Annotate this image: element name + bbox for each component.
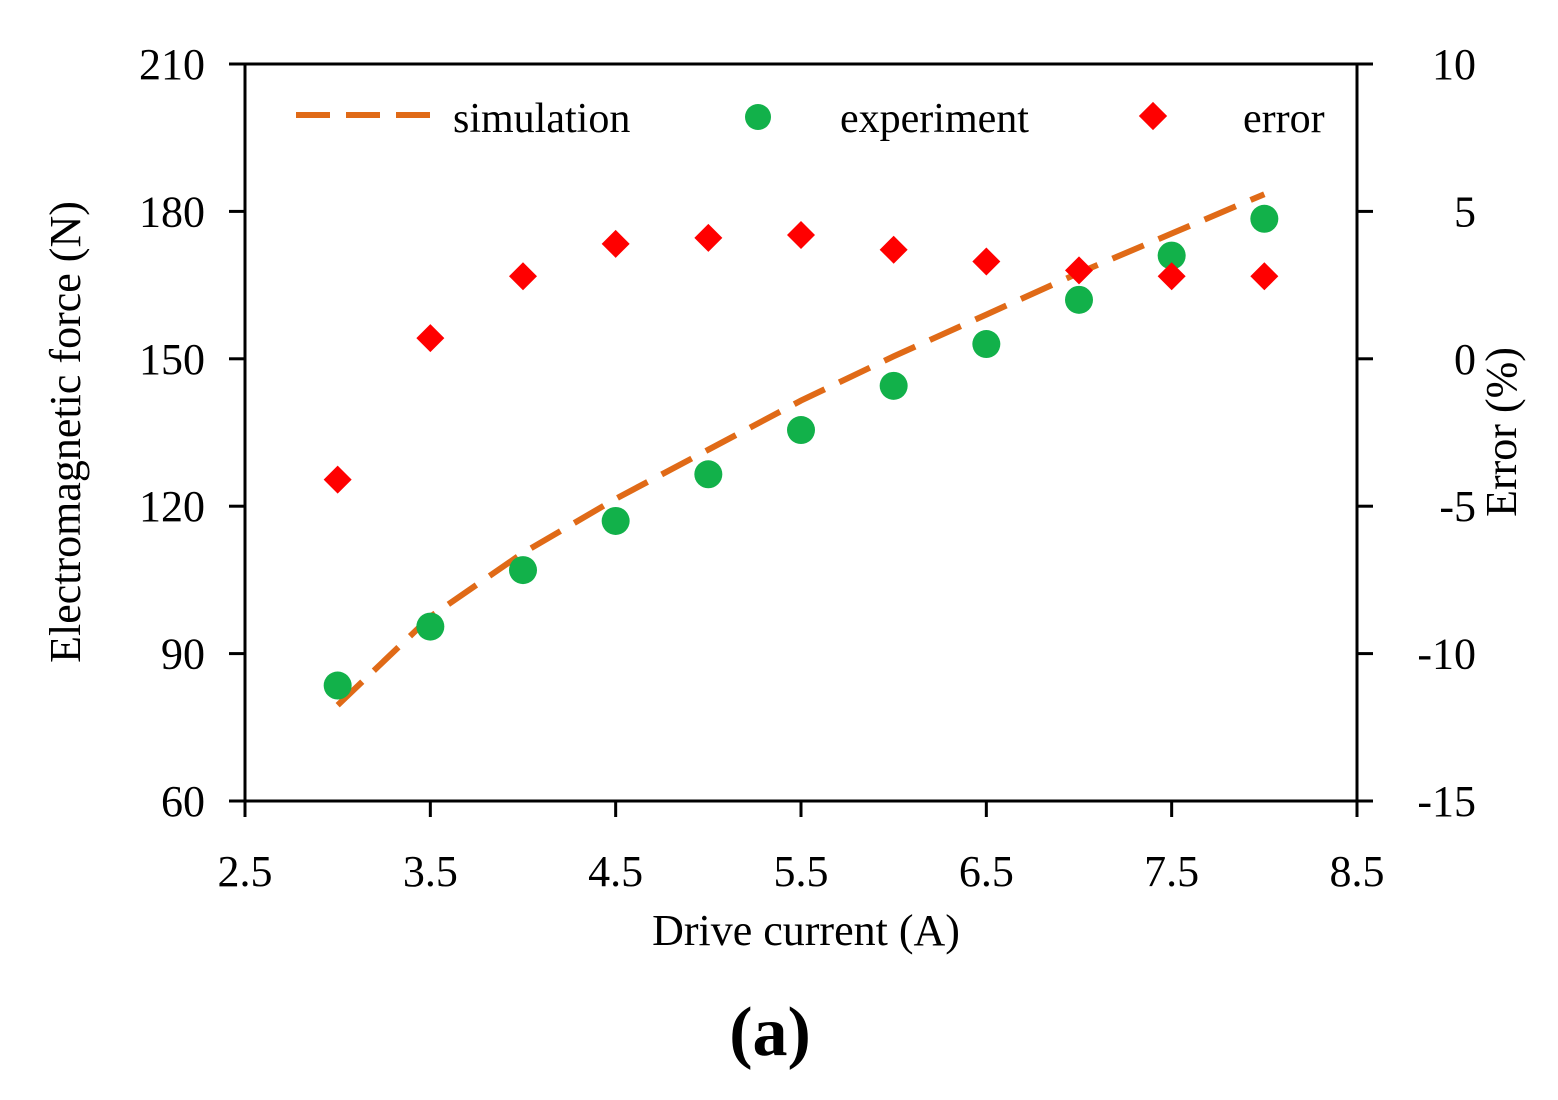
legend: simulation experiment error — [296, 96, 1325, 142]
simulation-line — [335, 191, 1266, 708]
legend-simulation-label: simulation — [453, 96, 630, 142]
y2-tick-label: 0 — [1454, 335, 1476, 384]
error-point — [787, 220, 815, 249]
experiment-point — [1250, 204, 1279, 233]
error-point — [509, 262, 537, 291]
y2-tick-label: -10 — [1417, 630, 1476, 679]
experiment-point — [787, 416, 815, 445]
legend-error-swatch — [1138, 101, 1168, 131]
experiment-point — [1157, 241, 1186, 270]
error-point — [972, 247, 1001, 276]
y-tick-label: 120 — [139, 482, 205, 531]
experiment-point — [1065, 285, 1093, 314]
error-point — [1065, 256, 1093, 285]
y-axis-title: Electromagnetic force (N) — [41, 201, 90, 663]
y2-tick-label: -15 — [1417, 777, 1476, 826]
experiment-point — [601, 506, 630, 535]
error-point — [879, 235, 908, 264]
y-tick-label: 180 — [139, 187, 205, 236]
x-tick-label: 8.5 — [1330, 847, 1385, 896]
experiment-point — [879, 371, 908, 400]
experiment-point — [694, 460, 723, 489]
x-tick-label: 2.5 — [218, 847, 273, 896]
y-tick-label: 150 — [139, 335, 205, 384]
ticks-layer: 2.5 3.5 4.5 5.5 6.5 7.5 8.5 60 90 120 150 180 210 -15… — [139, 40, 1476, 896]
x-tick-label: 6.5 — [959, 847, 1014, 896]
y-tick-label: 90 — [161, 630, 205, 679]
y2-tick-label: 10 — [1432, 40, 1476, 89]
y-tick-label: 210 — [139, 40, 205, 89]
experiment-point — [323, 671, 352, 700]
y2-tick-label: -5 — [1439, 482, 1476, 531]
experiment-point — [509, 556, 537, 585]
experiment-point — [416, 612, 445, 641]
x-axis-title: Drive current (A) — [652, 906, 960, 955]
x-tick-label: 3.5 — [403, 847, 458, 896]
x-tick-label: 5.5 — [774, 847, 829, 896]
error-point — [1250, 262, 1279, 291]
y2-axis-title: Error (%) — [1477, 347, 1526, 517]
panel-label: (a) — [729, 994, 811, 1071]
error-point — [1157, 262, 1186, 291]
y-tick-label: 60 — [161, 777, 205, 826]
legend-experiment-label: experiment — [840, 96, 1029, 142]
legend-error-label: error — [1243, 96, 1325, 142]
y2-tick-label: 5 — [1454, 187, 1476, 236]
series-layer — [323, 191, 1279, 708]
legend-experiment-swatch — [745, 104, 771, 130]
error-point — [601, 229, 630, 258]
x-tick-label: 7.5 — [1144, 847, 1199, 896]
error-point — [323, 465, 352, 494]
x-tick-label: 4.5 — [588, 847, 643, 896]
error-point — [694, 223, 723, 252]
error-point — [416, 324, 445, 353]
experiment-point — [972, 330, 1001, 359]
